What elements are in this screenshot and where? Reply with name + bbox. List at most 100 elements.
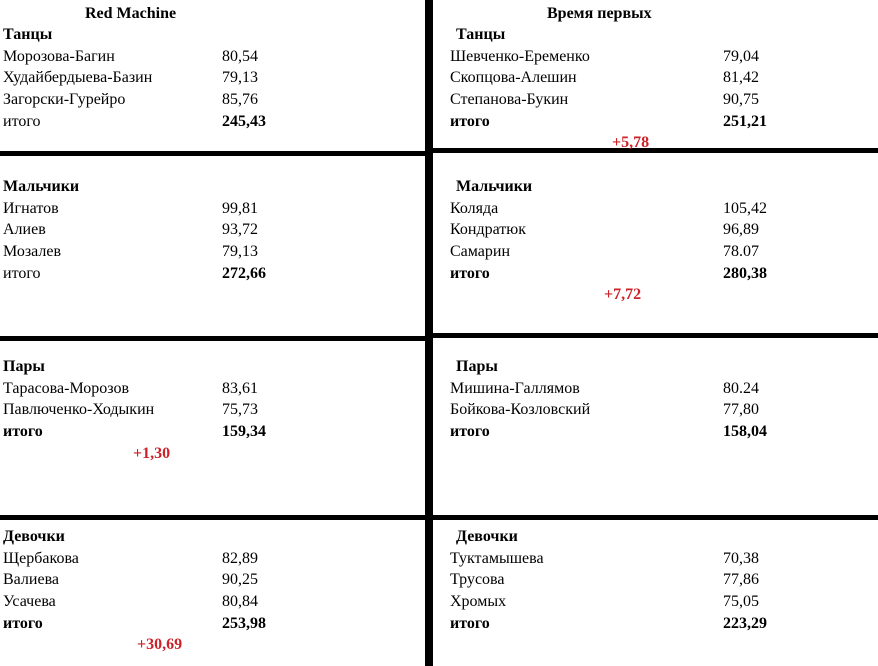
athlete-row: Худайбердыева-Базин 79,13 xyxy=(3,67,423,89)
athlete-row: Трусова 77,86 xyxy=(450,569,875,591)
athlete-name: Мишина-Галлямов xyxy=(450,379,580,397)
athlete-row: Алиев 93,72 xyxy=(3,219,423,241)
athlete-score: 85,76 xyxy=(222,91,258,109)
athlete-name: Шевченко-Еременко xyxy=(450,47,590,65)
athlete-name: Степанова-Букин xyxy=(450,91,569,109)
total-value: 280,38 xyxy=(723,264,767,282)
total-row: итого 280,38 xyxy=(450,263,875,285)
total-row: итого 158,04 xyxy=(450,421,875,443)
athlete-score: 77,86 xyxy=(723,571,759,589)
athlete-name: Морозова-Багин xyxy=(3,47,115,65)
total-label: итого xyxy=(450,264,490,282)
athlete-row: Самарин 78.07 xyxy=(450,241,875,263)
athlete-row: Павлюченко-Ходыкин 75,73 xyxy=(3,399,423,421)
diff-value: +30,69 xyxy=(137,636,183,654)
total-value: 251,21 xyxy=(723,112,767,130)
athlete-row: Загорски-Гурейро 85,76 xyxy=(3,89,423,111)
athlete-name: Самарин xyxy=(450,243,511,261)
athlete-name: Усачева xyxy=(3,593,56,611)
total-label: итого xyxy=(3,614,43,632)
athlete-score: 77,80 xyxy=(723,401,759,419)
total-value: 272,66 xyxy=(222,264,266,282)
total-label: итого xyxy=(3,423,43,441)
diff-value xyxy=(450,443,875,465)
athlete-score: 96,89 xyxy=(723,221,759,239)
athlete-score: 90,75 xyxy=(723,91,759,109)
section-label: Девочки xyxy=(456,528,518,545)
total-label: итого xyxy=(3,264,41,282)
section-dances-left: Red Machine Танцы Морозова-Багин 80,54 Х… xyxy=(3,4,423,154)
athlete-row: Степанова-Букин 90,75 xyxy=(450,89,875,111)
athlete-score: 80,54 xyxy=(222,47,258,65)
total-value: 253,98 xyxy=(222,614,266,632)
diff-value xyxy=(3,284,423,306)
athlete-name: Кондратюк xyxy=(450,221,526,239)
athlete-row: Хромых 75,05 xyxy=(450,591,875,613)
diff-value: +7,72 xyxy=(604,286,642,304)
section-label: Танцы xyxy=(3,26,53,43)
athlete-score: 70,38 xyxy=(723,549,759,567)
section-divider-line xyxy=(433,333,878,338)
center-divider-line xyxy=(425,0,433,666)
total-row: итого 253,98 xyxy=(3,613,423,635)
total-value: 158,04 xyxy=(723,423,767,441)
total-row: итого 159,34 xyxy=(3,421,423,443)
total-label: итого xyxy=(450,423,490,441)
total-row: итого 223,29 xyxy=(450,613,875,635)
athlete-row: Игнатов 99,81 xyxy=(3,198,423,220)
section-divider-line xyxy=(433,148,878,153)
athlete-row: Усачева 80,84 xyxy=(3,591,423,613)
diff-value: +5,78 xyxy=(612,134,650,152)
athlete-name: Павлюченко-Ходыкин xyxy=(3,401,155,419)
athlete-score: 75,05 xyxy=(723,593,759,611)
section-label: Мальчики xyxy=(3,178,80,195)
section-divider-line xyxy=(0,151,425,156)
athlete-score: 93,72 xyxy=(222,221,258,239)
athlete-row: Коляда 105,42 xyxy=(450,198,875,220)
section-divider-line xyxy=(0,515,425,520)
athlete-score: 83,61 xyxy=(222,379,258,397)
total-label: итого xyxy=(450,614,490,632)
total-value: 245,43 xyxy=(222,112,266,130)
section-label: Танцы xyxy=(456,26,506,43)
athlete-score: 78.07 xyxy=(723,243,759,261)
section-label: Пары xyxy=(456,358,498,375)
athlete-name: Алиев xyxy=(3,221,46,239)
section-dances-right: Время первых Танцы Шевченко-Еременко 79,… xyxy=(450,4,875,154)
athlete-name: Туктамышева xyxy=(450,549,544,567)
diff-value xyxy=(450,634,875,656)
athlete-score: 79,13 xyxy=(222,69,258,87)
athlete-row: Бойкова-Козловский 77,80 xyxy=(450,399,875,421)
athlete-score: 81,42 xyxy=(723,69,759,87)
section-boys-right: Мальчики Коляда 105,42 Кондратюк 96,89 С… xyxy=(450,176,875,306)
section-pairs-left: Пары Тарасова-Морозов 83,61 Павлюченко-Х… xyxy=(3,356,423,464)
team-name-left: Red Machine xyxy=(85,5,177,22)
athlete-score: 99,81 xyxy=(222,199,258,217)
total-label: итого xyxy=(450,112,490,130)
athlete-score: 90,25 xyxy=(222,571,258,589)
athlete-name: Худайбердыева-Базин xyxy=(3,69,153,87)
athlete-row: Кондратюк 96,89 xyxy=(450,219,875,241)
section-label: Пары xyxy=(3,358,45,375)
athlete-score: 105,42 xyxy=(723,199,767,217)
athlete-name: Трусова xyxy=(450,571,505,589)
section-pairs-right: Пары Мишина-Галлямов 80.24 Бойкова-Козло… xyxy=(450,356,875,464)
athlete-row: Туктамышева 70,38 xyxy=(450,548,875,570)
athlete-row: Мишина-Галлямов 80.24 xyxy=(450,378,875,400)
athlete-name: Загорски-Гурейро xyxy=(3,91,126,109)
athlete-score: 75,73 xyxy=(222,401,258,419)
section-girls-right: Девочки Туктамышева 70,38 Трусова 77,86 … xyxy=(450,526,875,656)
total-value: 223,29 xyxy=(723,614,767,632)
athlete-name: Хромых xyxy=(450,593,507,611)
section-girls-left: Девочки Щербакова 82,89 Валиева 90,25 Ус… xyxy=(3,526,423,656)
team-name-right: Время первых xyxy=(547,5,652,22)
athlete-score: 82,89 xyxy=(222,549,258,567)
total-row: итого 251,21 xyxy=(450,111,875,133)
athlete-name: Игнатов xyxy=(3,199,59,217)
athlete-name: Мозалев xyxy=(3,243,62,261)
section-boys-left: Мальчики Игнатов 99,81 Алиев 93,72 Мозал… xyxy=(3,176,423,306)
diff-value: +1,30 xyxy=(133,444,171,462)
athlete-score: 80.24 xyxy=(723,379,759,397)
total-value: 159,34 xyxy=(222,423,266,441)
